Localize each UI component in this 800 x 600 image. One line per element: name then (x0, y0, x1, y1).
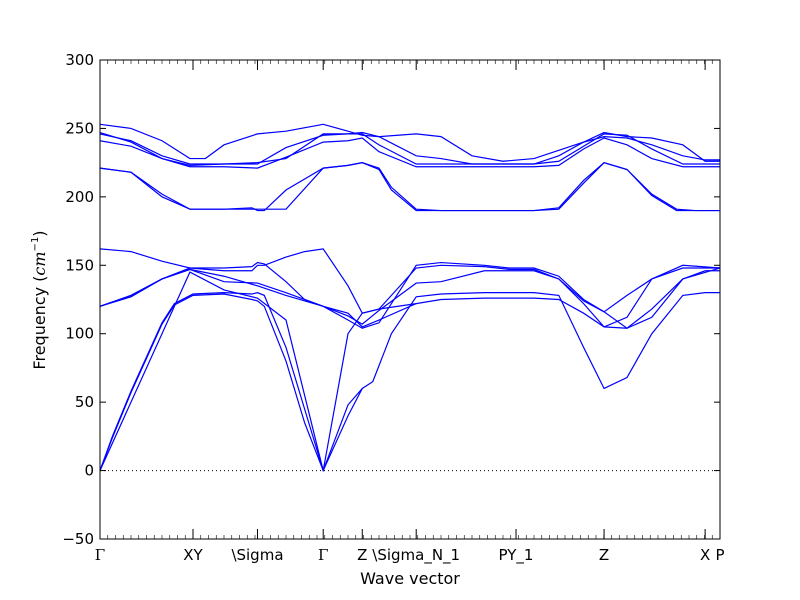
band-line-11 (99, 161, 720, 212)
x-tick-label: \Sigma_N_1 (372, 546, 460, 565)
x-tick-label: XY (183, 546, 203, 564)
band-line-2 (99, 293, 324, 471)
y-tick-label: 300 (65, 51, 94, 69)
band-line-14 (99, 131, 720, 166)
x-tick-label: PY_1 (499, 546, 534, 565)
x-axis-label: Wave vector (360, 569, 460, 588)
x-ticks: Γ XY \Sigma Γ Z \Sigma_N_1 PY_1 Z X P (95, 60, 725, 565)
band-line-3 (99, 271, 324, 471)
y-tick-label: −50 (62, 530, 94, 548)
x-tick-label: Γ (318, 546, 328, 564)
band-line-12 (99, 131, 720, 169)
plot-background (100, 60, 720, 539)
plot-frame (99, 59, 721, 540)
x-tick-label: Z (357, 546, 367, 564)
band-line-4 (322, 292, 720, 471)
band-line-9 (99, 264, 721, 328)
band-line-6 (99, 248, 720, 329)
y-axis-label: Frequency (cm−1) (30, 230, 49, 369)
y-tick-label: 50 (75, 393, 94, 411)
x-tick-label: Z (599, 546, 609, 564)
series-layer (99, 123, 721, 473)
y-ticks: −50 0 50 100 150 200 250 300 (62, 51, 720, 548)
x-tick-label: \Sigma (231, 546, 283, 564)
band-line-7 (99, 248, 720, 329)
minor-ticks (99, 60, 721, 539)
x-tick-label: X (700, 546, 710, 564)
band-line-8 (99, 267, 721, 329)
y-tick-label: 0 (84, 462, 94, 480)
plot-area: −50 0 50 100 150 200 250 300 Γ XY \Sigma Γ Z \Sigma_… (62, 51, 724, 565)
y-tick-label: 100 (65, 325, 94, 343)
y-tick-label: 200 (65, 188, 94, 206)
y-tick-label: 250 (65, 119, 94, 137)
y-tick-label: 150 (65, 256, 94, 274)
band-line-15 (99, 123, 720, 162)
x-tick-label: P (715, 546, 724, 564)
x-tick-label: Γ (95, 546, 105, 564)
